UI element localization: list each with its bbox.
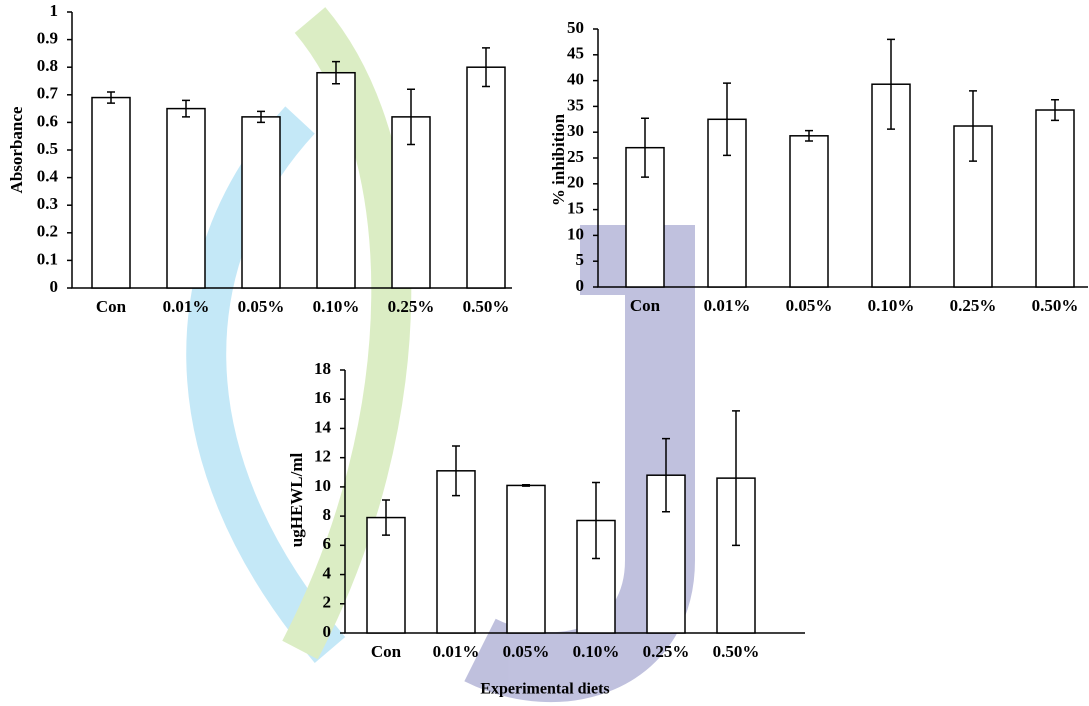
y-axis-label: Absorbance	[7, 106, 26, 193]
figure: 0 0.1 0.2 0.3 0.4 0.5 0.6 0.7 0.8 0.9 1 Absorbance C…	[0, 0, 1089, 706]
y-axis-label: % inhibition	[549, 113, 568, 206]
y-tick-label: 6	[323, 534, 332, 553]
y-tick-label: 5	[576, 250, 585, 269]
bar	[1036, 110, 1074, 287]
y-tick-label: 12	[314, 447, 331, 466]
x-tick-label: 0.10%	[573, 642, 620, 661]
x-tick-label: 0.05%	[786, 296, 833, 315]
y-tick-label: 4	[323, 563, 332, 582]
y-tick-label: 8	[323, 505, 332, 524]
x-tick-label: 0.10%	[868, 296, 915, 315]
y-tick-label: 10	[567, 224, 584, 243]
y-tick-label: 1	[50, 1, 59, 20]
x-tick-label: 0.50%	[1032, 296, 1079, 315]
y-tick-label: 0.1	[37, 249, 58, 268]
x-tick-label: 0.50%	[463, 297, 510, 316]
y-tick-label: 0	[50, 277, 59, 296]
x-tick-label: 0.25%	[388, 297, 435, 316]
bar	[467, 67, 505, 288]
y-axis-label: ugHEWL/ml	[287, 452, 306, 547]
y-tick-label: 30	[567, 121, 584, 140]
y-tick-label: 0.9	[37, 29, 58, 48]
x-tick-label: Con	[371, 642, 402, 661]
y-tick-label: 10	[314, 476, 331, 495]
y-tick-label: 15	[567, 199, 584, 218]
y-tick-label: 25	[567, 147, 584, 166]
y-tick-label: 0.4	[37, 167, 59, 186]
error-bar	[522, 485, 530, 486]
y-tick-label: 0	[576, 276, 585, 295]
y-tick-label: 2	[323, 593, 332, 612]
y-tick-label: 0.6	[37, 111, 58, 130]
y-tick-label: 45	[567, 44, 584, 63]
x-tick-label: 0.25%	[950, 296, 997, 315]
x-axis-label: Experimental diets	[480, 681, 609, 698]
y-tick-label: 18	[314, 359, 331, 378]
y-tick-label: 0.3	[37, 194, 58, 213]
bar	[317, 73, 355, 288]
y-tick-label: 0	[323, 622, 332, 641]
y-tick-label: 0.8	[37, 56, 58, 75]
x-tick-label: 0.50%	[713, 642, 760, 661]
y-tick-label: 35	[567, 95, 584, 114]
x-tick-label: 0.25%	[643, 642, 690, 661]
y-tick-label: 20	[567, 173, 584, 192]
bar	[92, 98, 130, 288]
y-tick-label: 50	[567, 18, 584, 37]
x-tick-label: Con	[96, 297, 127, 316]
y-tick-label: 0.7	[37, 84, 59, 103]
x-tick-label: 0.01%	[433, 642, 480, 661]
y-tick-label: 14	[314, 417, 332, 436]
y-tick-label: 40	[567, 70, 584, 89]
bar	[167, 109, 205, 288]
x-tick-label: 0.05%	[238, 297, 285, 316]
y-tick-label: 0.5	[37, 139, 58, 158]
x-tick-label: 0.01%	[704, 296, 751, 315]
y-tick-label: 0.2	[37, 222, 58, 241]
x-tick-label: 0.05%	[503, 642, 550, 661]
x-tick-label: Con	[630, 296, 661, 315]
bar	[790, 136, 828, 287]
x-tick-label: 0.10%	[313, 297, 360, 316]
y-tick-label: 16	[314, 388, 331, 407]
bar	[242, 117, 280, 288]
bar	[507, 485, 545, 633]
x-tick-label: 0.01%	[163, 297, 210, 316]
